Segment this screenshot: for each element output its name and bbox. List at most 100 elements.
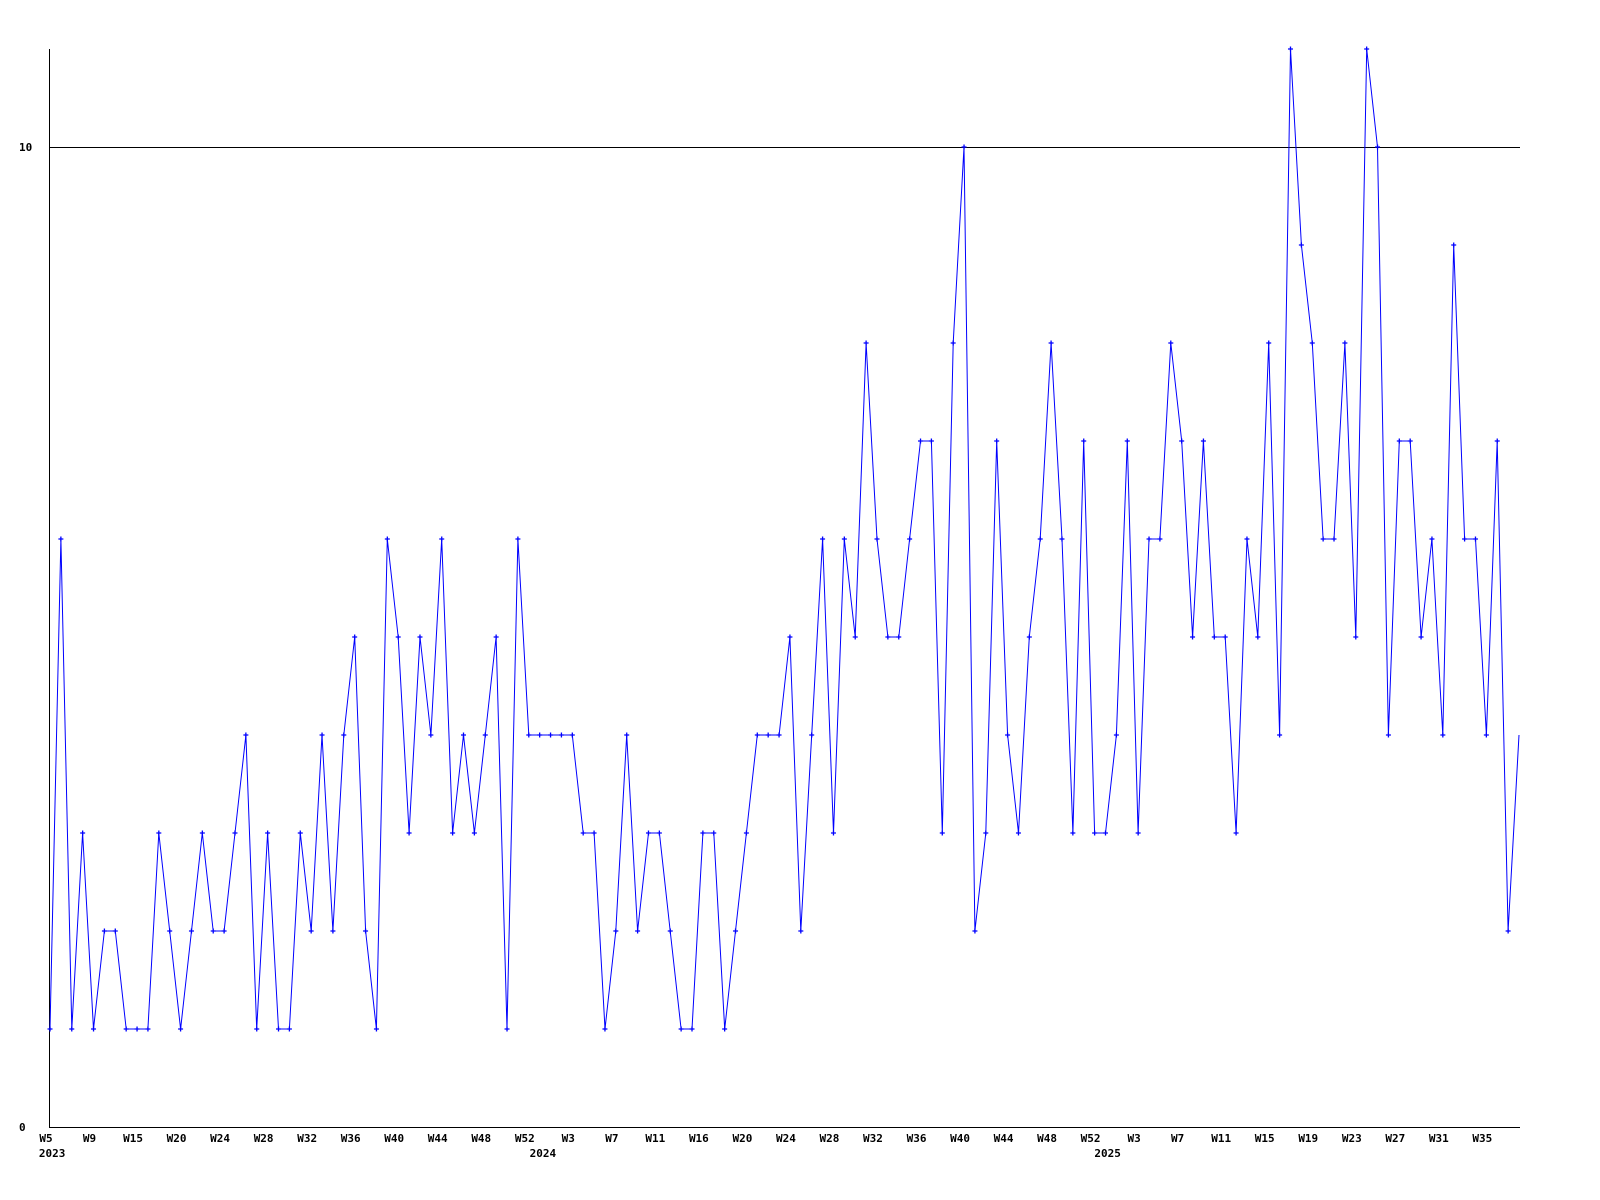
x-tick-label: W35 bbox=[1472, 1132, 1492, 1145]
x-tick-label: W16 bbox=[689, 1132, 709, 1145]
y-tick-label: 10 bbox=[19, 141, 32, 154]
data-point bbox=[482, 732, 488, 738]
x-tick-label: W7 bbox=[605, 1132, 618, 1145]
data-point bbox=[635, 928, 641, 934]
data-point bbox=[319, 732, 325, 738]
data-point bbox=[602, 1026, 608, 1032]
x-tick-label: W28 bbox=[820, 1132, 840, 1145]
data-point bbox=[1396, 438, 1402, 444]
data-point bbox=[1168, 340, 1174, 346]
x-tick-label: W20 bbox=[732, 1132, 752, 1145]
data-point bbox=[645, 830, 651, 836]
data-point bbox=[232, 830, 238, 836]
data-point bbox=[1222, 634, 1228, 640]
data-point bbox=[548, 732, 554, 738]
x-tick-label: W11 bbox=[645, 1132, 665, 1145]
data-point bbox=[950, 340, 956, 346]
data-point bbox=[428, 732, 434, 738]
data-point bbox=[994, 438, 1000, 444]
data-point bbox=[265, 830, 271, 836]
x-tick-label: W15 bbox=[123, 1132, 143, 1145]
data-point bbox=[918, 438, 924, 444]
data-point bbox=[526, 732, 532, 738]
data-point bbox=[178, 1026, 184, 1032]
data-point bbox=[1092, 830, 1098, 836]
data-point bbox=[1287, 46, 1293, 52]
data-point bbox=[722, 1026, 728, 1032]
data-point bbox=[341, 732, 347, 738]
data-point bbox=[765, 732, 771, 738]
data-point bbox=[1277, 732, 1283, 738]
data-point bbox=[210, 928, 216, 934]
data-point bbox=[439, 536, 445, 542]
data-point bbox=[47, 1026, 53, 1032]
year-labels: 2023 2024 2025 bbox=[39, 1147, 1121, 1160]
x-tick-label: W27 bbox=[1385, 1132, 1405, 1145]
data-point bbox=[689, 1026, 695, 1032]
data-point bbox=[1048, 340, 1054, 346]
data-point bbox=[167, 928, 173, 934]
data-point bbox=[471, 830, 477, 836]
x-tick-label: W23 bbox=[1342, 1132, 1362, 1145]
data-point bbox=[330, 928, 336, 934]
data-point bbox=[537, 732, 543, 738]
x-tick-label: W20 bbox=[167, 1132, 187, 1145]
data-point bbox=[1081, 438, 1087, 444]
data-point bbox=[678, 1026, 684, 1032]
series-polyline bbox=[49, 48, 1520, 1030]
data-point bbox=[504, 1026, 510, 1032]
data-point bbox=[961, 144, 967, 150]
data-point bbox=[830, 830, 836, 836]
x-tick-label: W44 bbox=[994, 1132, 1014, 1145]
data-point bbox=[1211, 634, 1217, 640]
year-label: 2023 bbox=[39, 1147, 66, 1160]
x-tick-label: W24 bbox=[210, 1132, 230, 1145]
data-point bbox=[1037, 536, 1043, 542]
data-point bbox=[395, 634, 401, 640]
data-point bbox=[254, 1026, 260, 1032]
data-point bbox=[352, 634, 358, 640]
data-point bbox=[145, 1026, 151, 1032]
data-point bbox=[460, 732, 466, 738]
data-point bbox=[798, 928, 804, 934]
data-point bbox=[1407, 438, 1413, 444]
data-point bbox=[1364, 46, 1370, 52]
data-point bbox=[983, 830, 989, 836]
data-point bbox=[406, 830, 412, 836]
data-point bbox=[80, 830, 86, 836]
data-point bbox=[1179, 438, 1185, 444]
x-tick-label: W44 bbox=[428, 1132, 448, 1145]
axes bbox=[49, 49, 1520, 1128]
data-point bbox=[1472, 536, 1478, 542]
data-point bbox=[972, 928, 978, 934]
data-point bbox=[1157, 536, 1163, 542]
x-tick-label: W5 bbox=[39, 1132, 52, 1145]
data-point bbox=[733, 928, 739, 934]
data-point bbox=[1309, 340, 1315, 346]
data-point bbox=[1483, 732, 1489, 738]
data-point bbox=[580, 830, 586, 836]
data-point bbox=[308, 928, 314, 934]
data-point bbox=[809, 732, 815, 738]
data-point bbox=[776, 732, 782, 738]
data-point bbox=[591, 830, 597, 836]
data-point bbox=[384, 536, 390, 542]
data-point bbox=[885, 634, 891, 640]
data-point bbox=[711, 830, 717, 836]
data-point bbox=[243, 732, 249, 738]
data-point bbox=[743, 830, 749, 836]
data-point bbox=[450, 830, 456, 836]
data-point bbox=[863, 340, 869, 346]
data-point bbox=[1353, 634, 1359, 640]
data-point bbox=[852, 634, 858, 640]
data-point bbox=[221, 928, 227, 934]
x-tick-label: W36 bbox=[341, 1132, 361, 1145]
x-tick-label: W15 bbox=[1255, 1132, 1275, 1145]
data-point bbox=[841, 536, 847, 542]
x-tick-label: W11 bbox=[1211, 1132, 1231, 1145]
data-point bbox=[58, 536, 64, 542]
y-tick-labels: 0 10 bbox=[19, 141, 32, 1134]
x-tick-label: W32 bbox=[863, 1132, 883, 1145]
data-point bbox=[1113, 732, 1119, 738]
